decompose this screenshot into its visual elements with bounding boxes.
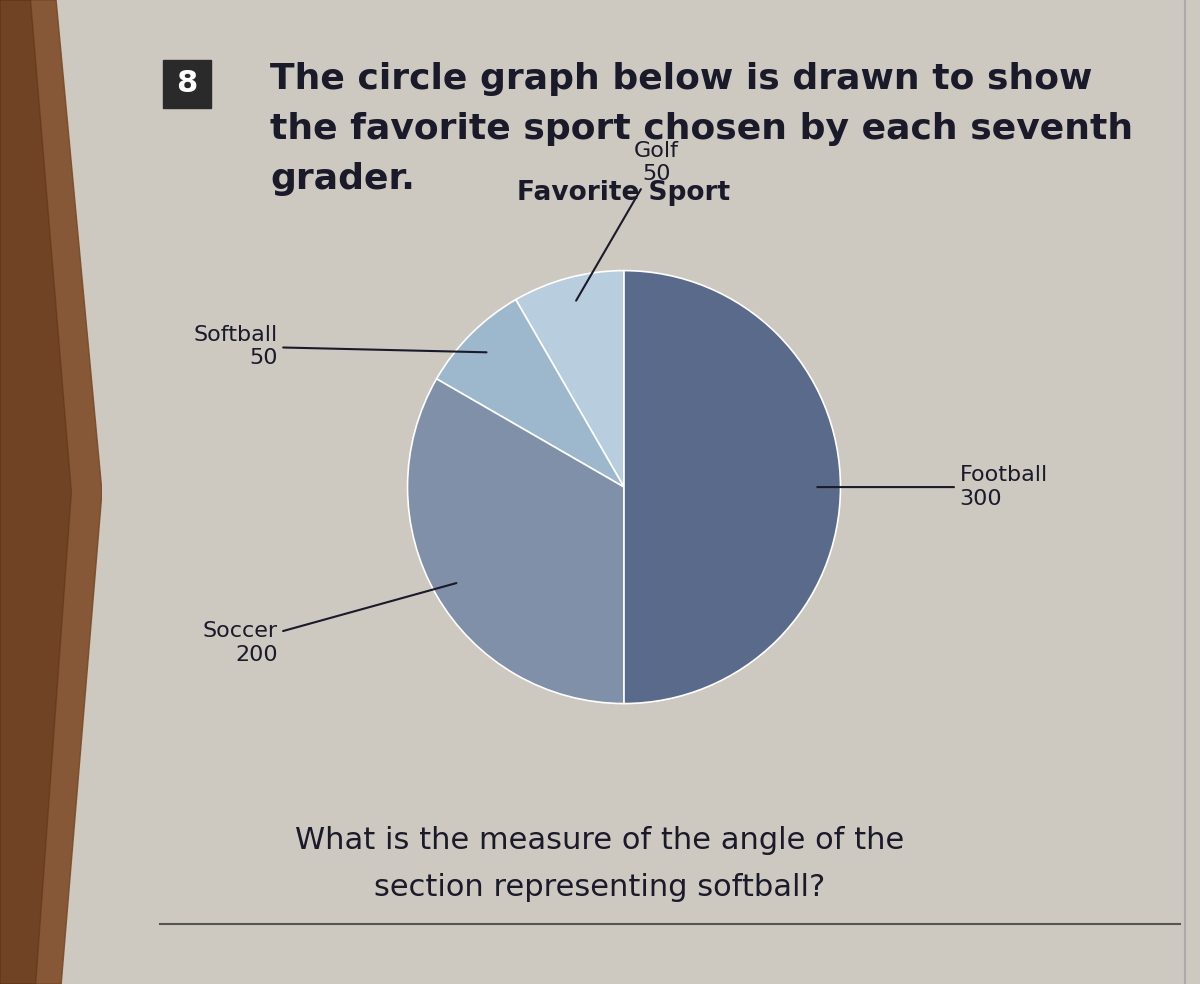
Wedge shape: [408, 379, 624, 704]
Text: the favorite sport chosen by each seventh: the favorite sport chosen by each sevent…: [270, 112, 1133, 146]
Polygon shape: [0, 0, 102, 984]
Text: What is the measure of the angle of the
section representing softball?: What is the measure of the angle of the …: [295, 826, 905, 902]
Polygon shape: [0, 0, 72, 984]
Text: Golf
50: Golf 50: [576, 141, 679, 301]
Wedge shape: [437, 299, 624, 487]
Title: Favorite Sport: Favorite Sport: [517, 180, 731, 206]
Text: 8: 8: [176, 70, 198, 98]
Text: Soccer
200: Soccer 200: [203, 584, 456, 664]
Wedge shape: [624, 271, 840, 704]
Text: Football
300: Football 300: [817, 465, 1048, 509]
Wedge shape: [516, 271, 624, 487]
Text: The circle graph below is drawn to show: The circle graph below is drawn to show: [270, 62, 1092, 96]
Text: Softball
50: Softball 50: [193, 325, 486, 368]
FancyBboxPatch shape: [163, 60, 211, 108]
Text: grader.: grader.: [270, 162, 415, 196]
